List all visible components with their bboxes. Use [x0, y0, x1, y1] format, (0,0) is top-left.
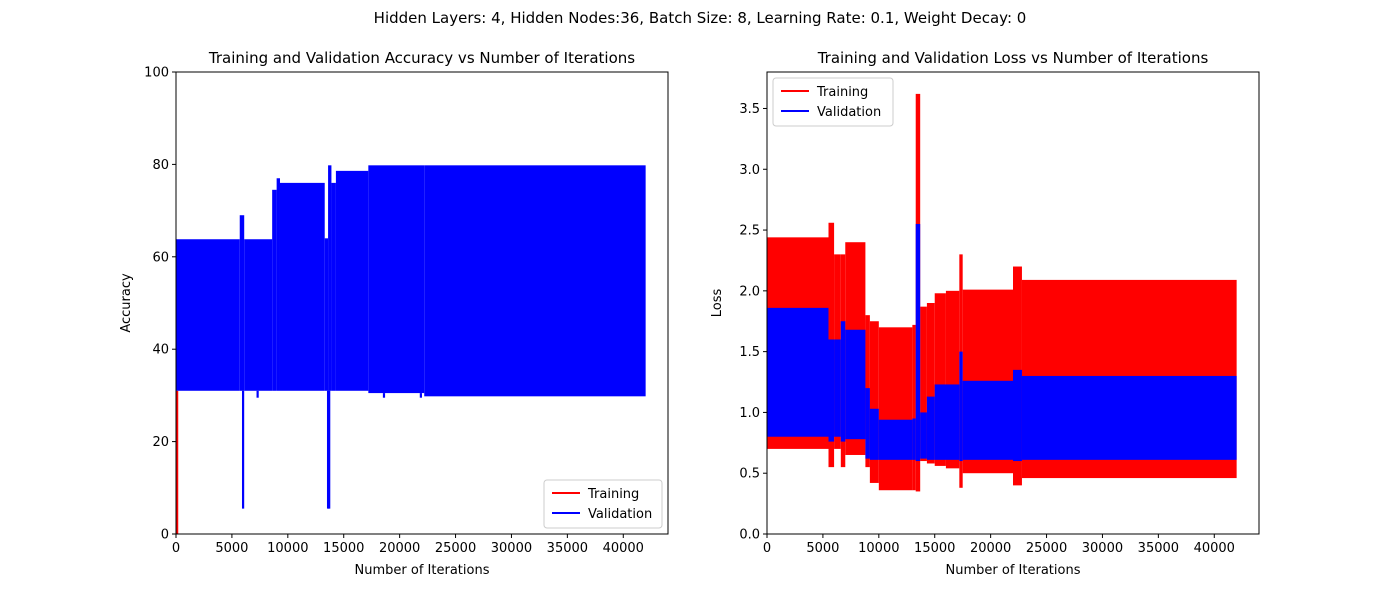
series-band: [869, 321, 879, 483]
series-band: [878, 327, 913, 491]
y-tick-label: 60: [152, 250, 169, 265]
series-band: [279, 182, 325, 391]
chart-title: Training and Validation Loss vs Number o…: [817, 49, 1209, 67]
legend-label-training: Training: [587, 487, 639, 502]
series-band: [1021, 375, 1237, 460]
series-band: [239, 215, 245, 391]
legend-label-validation: Validation: [588, 507, 652, 522]
x-tick-label: 40000: [1194, 541, 1235, 556]
y-tick-label: 2.0: [739, 284, 760, 299]
series-band: [840, 321, 846, 442]
x-axis-label: Number of Iterations: [355, 563, 490, 578]
series-band: [331, 182, 336, 391]
y-axis-label: Accuracy: [119, 273, 134, 333]
series-band: [335, 170, 369, 391]
series-band: [424, 165, 646, 397]
series-band: [176, 239, 240, 391]
y-tick-label: 3.0: [739, 163, 760, 178]
y-tick-label: 0: [161, 528, 169, 543]
x-tick-label: 0: [172, 541, 180, 556]
series-band: [962, 380, 1013, 460]
series-band: [915, 223, 921, 462]
series-band: [934, 293, 946, 466]
series-band: [272, 189, 277, 391]
series-band: [328, 165, 332, 391]
x-tick-label: 5000: [806, 541, 839, 556]
x-tick-label: 25000: [435, 541, 476, 556]
series-band: [767, 307, 829, 437]
series-band: [244, 239, 273, 391]
x-tick-label: 5000: [215, 541, 248, 556]
legend-label-validation: Validation: [817, 105, 881, 120]
series-band: [878, 419, 913, 460]
series-band: [845, 329, 866, 440]
y-tick-label: 100: [144, 66, 169, 81]
series-band: [276, 178, 280, 391]
y-tick-label: 0.0: [739, 528, 760, 543]
x-tick-label: 20000: [970, 541, 1011, 556]
series-band: [176, 390, 179, 534]
x-tick-label: 20000: [379, 541, 420, 556]
y-tick-label: 0.5: [739, 467, 760, 482]
plot-area: [767, 93, 1237, 492]
series-band: [926, 396, 935, 460]
series-band: [828, 339, 835, 442]
series-band: [865, 388, 870, 459]
axes-frame: [175, 71, 669, 535]
series-validation: [176, 165, 646, 509]
series-training: [176, 390, 179, 534]
x-tick-label: 10000: [858, 541, 899, 556]
x-tick-label: 35000: [547, 541, 588, 556]
y-tick-label: 20: [152, 435, 169, 450]
series-band: [912, 324, 916, 491]
series-band: [920, 412, 927, 459]
legend: Training Validation: [772, 77, 894, 127]
x-axis-label: Number of Iterations: [946, 563, 1081, 578]
series-band: [869, 408, 879, 460]
x-tick-label: 35000: [1138, 541, 1179, 556]
series-band: [368, 165, 425, 394]
legend-label-training: Training: [816, 85, 868, 100]
x-tick-label: 25000: [1026, 541, 1067, 556]
x-tick-label: 15000: [914, 541, 955, 556]
series-band: [920, 306, 927, 462]
y-tick-label: 3.5: [739, 102, 760, 117]
y-tick-label: 2.5: [739, 224, 760, 239]
y-tick-label: 80: [152, 158, 169, 173]
y-tick-label: 1.0: [739, 406, 760, 421]
series-band: [934, 384, 960, 460]
y-tick-label: 1.5: [739, 345, 760, 360]
x-tick-label: 30000: [1082, 541, 1123, 556]
x-tick-label: 40000: [603, 541, 644, 556]
y-tick-label: 40: [152, 343, 169, 358]
series-band: [324, 238, 329, 391]
chart-panel-accuracy: Training and Validation Accuracy vs Numb…: [119, 49, 669, 578]
axes-frame: [766, 71, 1260, 535]
figure-suptitle: Hidden Layers: 4, Hidden Nodes:36, Batch…: [373, 9, 1027, 27]
y-axis-label: Loss: [710, 289, 725, 318]
x-tick-label: 10000: [267, 541, 308, 556]
x-tick-label: 15000: [323, 541, 364, 556]
series-band: [912, 418, 916, 460]
plot-area: [176, 165, 646, 534]
series-band: [926, 303, 935, 464]
x-tick-label: 0: [763, 541, 771, 556]
series-validation: [767, 223, 1237, 462]
series-band: [959, 351, 963, 462]
chart-panel-loss: Training and Validation Loss vs Number o…: [710, 49, 1260, 578]
series-band: [1013, 369, 1022, 462]
legend: Training Validation: [543, 479, 663, 529]
x-tick-label: 30000: [491, 541, 532, 556]
series-band: [834, 339, 841, 437]
chart-title: Training and Validation Accuracy vs Numb…: [208, 49, 635, 67]
